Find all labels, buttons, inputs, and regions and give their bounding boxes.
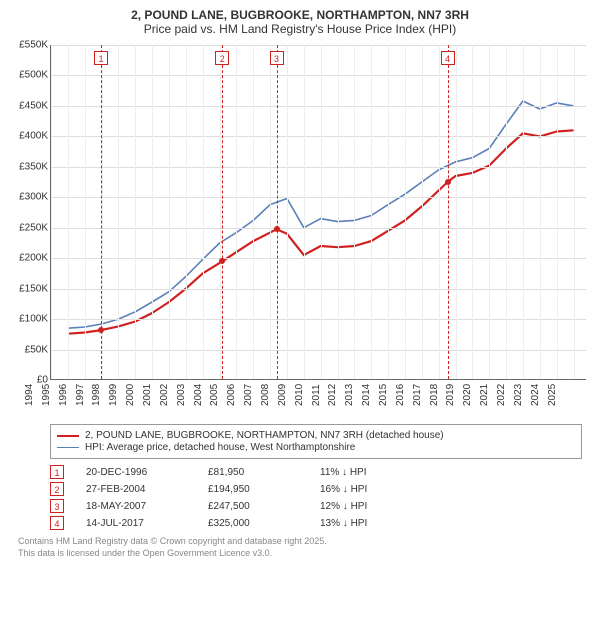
y-axis-label: £100K xyxy=(8,314,48,325)
y-axis-label: £150K xyxy=(8,283,48,294)
x-gridline xyxy=(85,45,86,379)
x-axis-label: 2025 xyxy=(547,394,587,406)
sale-row: 1 20-DEC-1996 £81,950 11% ↓ HPI xyxy=(50,465,582,479)
sale-row-badge: 2 xyxy=(50,482,64,496)
sale-marker-dot xyxy=(98,327,104,333)
sale-marker-line xyxy=(222,45,223,379)
sale-row-date: 14-JUL-2017 xyxy=(86,518,186,529)
sale-row-date: 20-DEC-1996 xyxy=(86,467,186,478)
x-gridline xyxy=(68,45,69,379)
y-axis-label: £250K xyxy=(8,222,48,233)
plot-area: 1 2 3 4 xyxy=(50,45,586,380)
footer-line-2: This data is licensed under the Open Gov… xyxy=(18,548,582,560)
sale-marker-badge: 1 xyxy=(94,51,108,65)
sale-marker-badge: 3 xyxy=(270,51,284,65)
y-axis-label: £450K xyxy=(8,100,48,111)
title-line-2: Price paid vs. HM Land Registry's House … xyxy=(8,22,592,36)
sale-marker-dot xyxy=(445,179,451,185)
y-axis-label: £350K xyxy=(8,161,48,172)
x-gridline xyxy=(186,45,187,379)
sales-table: 1 20-DEC-1996 £81,950 11% ↓ HPI 2 27-FEB-2004… xyxy=(50,465,582,530)
x-gridline xyxy=(422,45,423,379)
y-axis-label: £200K xyxy=(8,253,48,264)
x-gridline xyxy=(489,45,490,379)
x-gridline xyxy=(236,45,237,379)
x-gridline xyxy=(169,45,170,379)
title-line-1: 2, POUND LANE, BUGBROOKE, NORTHAMPTON, N… xyxy=(8,8,592,22)
legend: 2, POUND LANE, BUGBROOKE, NORTHAMPTON, N… xyxy=(50,424,582,459)
legend-swatch xyxy=(57,435,79,437)
x-gridline xyxy=(321,45,322,379)
x-gridline xyxy=(304,45,305,379)
chart-title: 2, POUND LANE, BUGBROOKE, NORTHAMPTON, N… xyxy=(8,8,592,36)
x-gridline xyxy=(472,45,473,379)
x-gridline xyxy=(118,45,119,379)
sale-row-diff: 12% ↓ HPI xyxy=(320,501,420,512)
x-gridline xyxy=(152,45,153,379)
sale-marker-line xyxy=(448,45,449,379)
sale-marker-badge: 4 xyxy=(441,51,455,65)
sale-row: 3 18-MAY-2007 £247,500 12% ↓ HPI xyxy=(50,499,582,513)
legend-item: 2, POUND LANE, BUGBROOKE, NORTHAMPTON, N… xyxy=(57,430,575,441)
x-gridline xyxy=(203,45,204,379)
sale-marker-dot xyxy=(219,258,225,264)
sale-row-badge: 1 xyxy=(50,465,64,479)
y-axis-label: £50K xyxy=(8,344,48,355)
y-axis-label: £550K xyxy=(8,40,48,51)
x-gridline xyxy=(456,45,457,379)
x-gridline xyxy=(354,45,355,379)
x-gridline xyxy=(574,45,575,379)
x-gridline xyxy=(287,45,288,379)
x-gridline xyxy=(405,45,406,379)
y-axis-label: £400K xyxy=(8,131,48,142)
legend-swatch xyxy=(57,447,79,448)
x-gridline xyxy=(371,45,372,379)
legend-label: 2, POUND LANE, BUGBROOKE, NORTHAMPTON, N… xyxy=(85,430,444,441)
legend-item: HPI: Average price, detached house, West… xyxy=(57,442,575,453)
x-gridline xyxy=(506,45,507,379)
x-gridline xyxy=(270,45,271,379)
y-axis-label: £300K xyxy=(8,192,48,203)
legend-label: HPI: Average price, detached house, West… xyxy=(85,442,355,453)
sale-row-diff: 16% ↓ HPI xyxy=(320,484,420,495)
sale-row-diff: 11% ↓ HPI xyxy=(320,467,420,478)
sale-row-price: £325,000 xyxy=(208,518,298,529)
sale-row-badge: 3 xyxy=(50,499,64,513)
sale-row: 4 14-JUL-2017 £325,000 13% ↓ HPI xyxy=(50,516,582,530)
x-gridline xyxy=(540,45,541,379)
chart-container: 1234 £0£50K£100K£150K£200K£250K£300K£350… xyxy=(8,40,592,420)
sale-row-price: £81,950 xyxy=(208,467,298,478)
x-gridline xyxy=(220,45,221,379)
sale-row-price: £247,500 xyxy=(208,501,298,512)
sale-marker-line xyxy=(277,45,278,379)
footer-line-1: Contains HM Land Registry data © Crown c… xyxy=(18,536,582,548)
y-axis-label: £500K xyxy=(8,70,48,81)
sale-row: 2 27-FEB-2004 £194,950 16% ↓ HPI xyxy=(50,482,582,496)
x-gridline xyxy=(388,45,389,379)
sale-row-badge: 4 xyxy=(50,516,64,530)
x-gridline xyxy=(135,45,136,379)
sale-row-date: 27-FEB-2004 xyxy=(86,484,186,495)
x-gridline xyxy=(338,45,339,379)
sale-row-price: £194,950 xyxy=(208,484,298,495)
sale-row-date: 18-MAY-2007 xyxy=(86,501,186,512)
x-gridline xyxy=(523,45,524,379)
sale-marker-badge: 2 xyxy=(215,51,229,65)
sale-marker-dot xyxy=(274,226,280,232)
sale-row-diff: 13% ↓ HPI xyxy=(320,518,420,529)
x-gridline xyxy=(439,45,440,379)
x-gridline xyxy=(51,45,52,379)
footer-attribution: Contains HM Land Registry data © Crown c… xyxy=(18,536,582,559)
x-gridline xyxy=(253,45,254,379)
x-gridline xyxy=(557,45,558,379)
